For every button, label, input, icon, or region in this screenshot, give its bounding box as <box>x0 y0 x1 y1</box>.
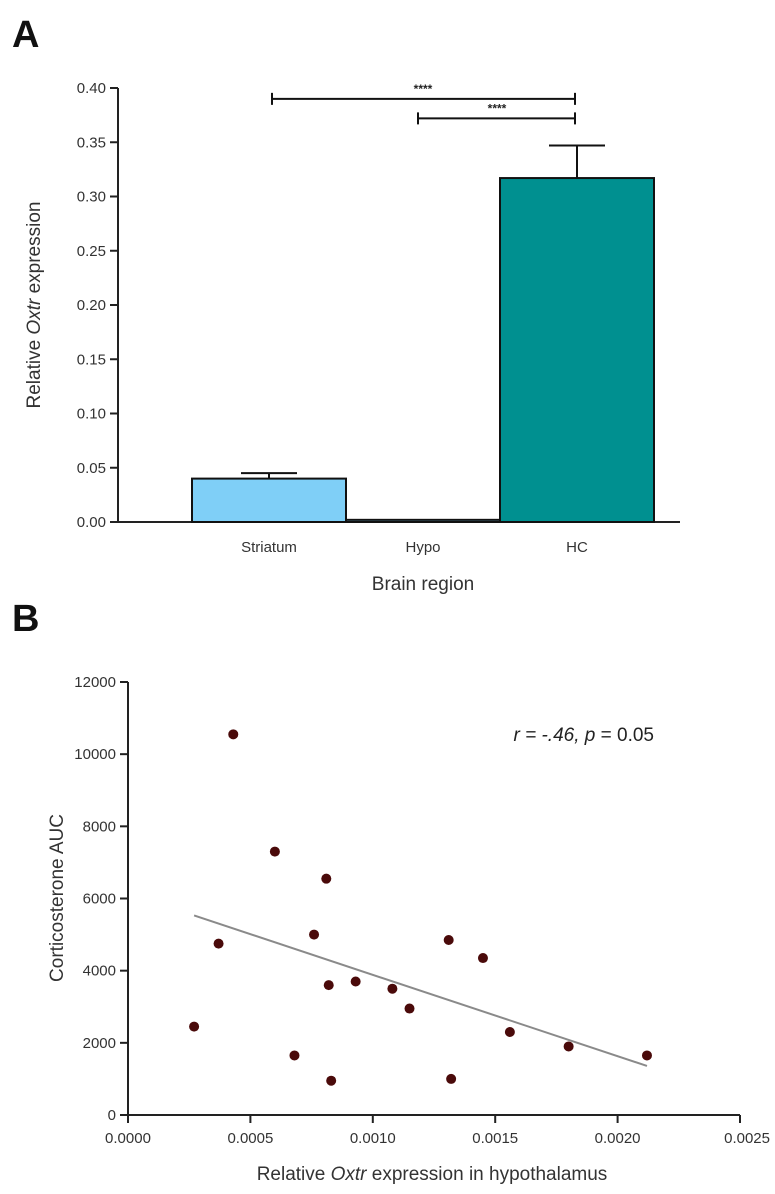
data-point <box>323 980 334 991</box>
x-tick-label-b: 0.0015 <box>472 1130 518 1147</box>
data-point <box>477 953 488 964</box>
y-tick-label-b: 2000 <box>83 1035 116 1052</box>
y-tick-label-b: 4000 <box>83 963 116 980</box>
data-point <box>350 976 361 987</box>
chart-a-ylabel: Relative Oxtr expression <box>24 202 45 409</box>
data-point <box>504 1027 515 1038</box>
data-point <box>563 1041 574 1052</box>
y-tick-label-a: 0.10 <box>77 406 106 423</box>
x-tick-label-b: 0.0005 <box>227 1130 273 1147</box>
regression-line <box>193 914 648 1067</box>
x-tick-label-b: 0.0010 <box>350 1130 396 1147</box>
data-point <box>228 729 239 740</box>
bar <box>499 177 655 523</box>
bar <box>345 518 501 524</box>
data-point <box>443 934 454 945</box>
y-tick-label-a: 0.40 <box>77 80 106 97</box>
x-tick-label-b: 0.0000 <box>105 1130 151 1147</box>
data-point <box>404 1003 415 1014</box>
data-point <box>446 1073 457 1084</box>
chart-b-xlabel: Relative Oxtr expression in hypothalamus <box>257 1164 608 1185</box>
x-tick-label-a: Hypo <box>405 539 440 556</box>
data-point <box>289 1050 300 1061</box>
y-tick-label-a: 0.20 <box>77 297 106 314</box>
y-tick-label-a: 0.15 <box>77 351 106 368</box>
y-tick-label-a: 0.25 <box>77 243 106 260</box>
x-tick-label-b: 0.0020 <box>595 1130 641 1147</box>
chart-a-xlabel: Brain region <box>372 574 474 595</box>
y-tick-label-a: 0.00 <box>77 514 106 531</box>
data-point <box>387 983 398 994</box>
bar <box>191 477 347 524</box>
data-point <box>641 1050 652 1061</box>
panel-b-label: B <box>12 598 40 640</box>
correlation-annotation: r = -.46, p = 0.05 <box>514 725 655 746</box>
data-point <box>189 1021 200 1032</box>
y-tick-label-b: 12000 <box>74 674 116 691</box>
data-point <box>269 846 280 857</box>
panel-a-label: A <box>12 14 40 56</box>
y-tick-label-b: 8000 <box>83 818 116 835</box>
data-point <box>321 873 332 884</box>
data-point <box>326 1075 337 1086</box>
y-tick-label-a: 0.05 <box>77 460 106 477</box>
data-point <box>213 938 224 949</box>
x-tick-label-a: HC <box>566 539 588 556</box>
x-tick-label-a: Striatum <box>241 539 297 556</box>
bar-chart-a: 0.00 0.05 0.10 0.15 0.20 0.25 0.30 0.35 0.40 Stri… <box>77 80 680 556</box>
chart-b-ylabel: Corticosterone AUC <box>47 814 68 982</box>
y-tick-label-b: 0 <box>108 1107 116 1124</box>
y-tick-label-a: 0.35 <box>77 134 106 151</box>
y-tick-label-b: 10000 <box>74 746 116 763</box>
significance-label: **** <box>414 82 433 96</box>
significance-label: **** <box>488 101 507 115</box>
scatter-chart-b: 0 2000 4000 6000 8000 10000 12000 0.0000 0.0005 0… <box>74 674 770 1147</box>
y-tick-label-b: 6000 <box>83 891 116 908</box>
data-point <box>309 929 320 940</box>
x-tick-label-b: 0.0025 <box>724 1130 770 1147</box>
y-tick-label-a: 0.30 <box>77 189 106 206</box>
